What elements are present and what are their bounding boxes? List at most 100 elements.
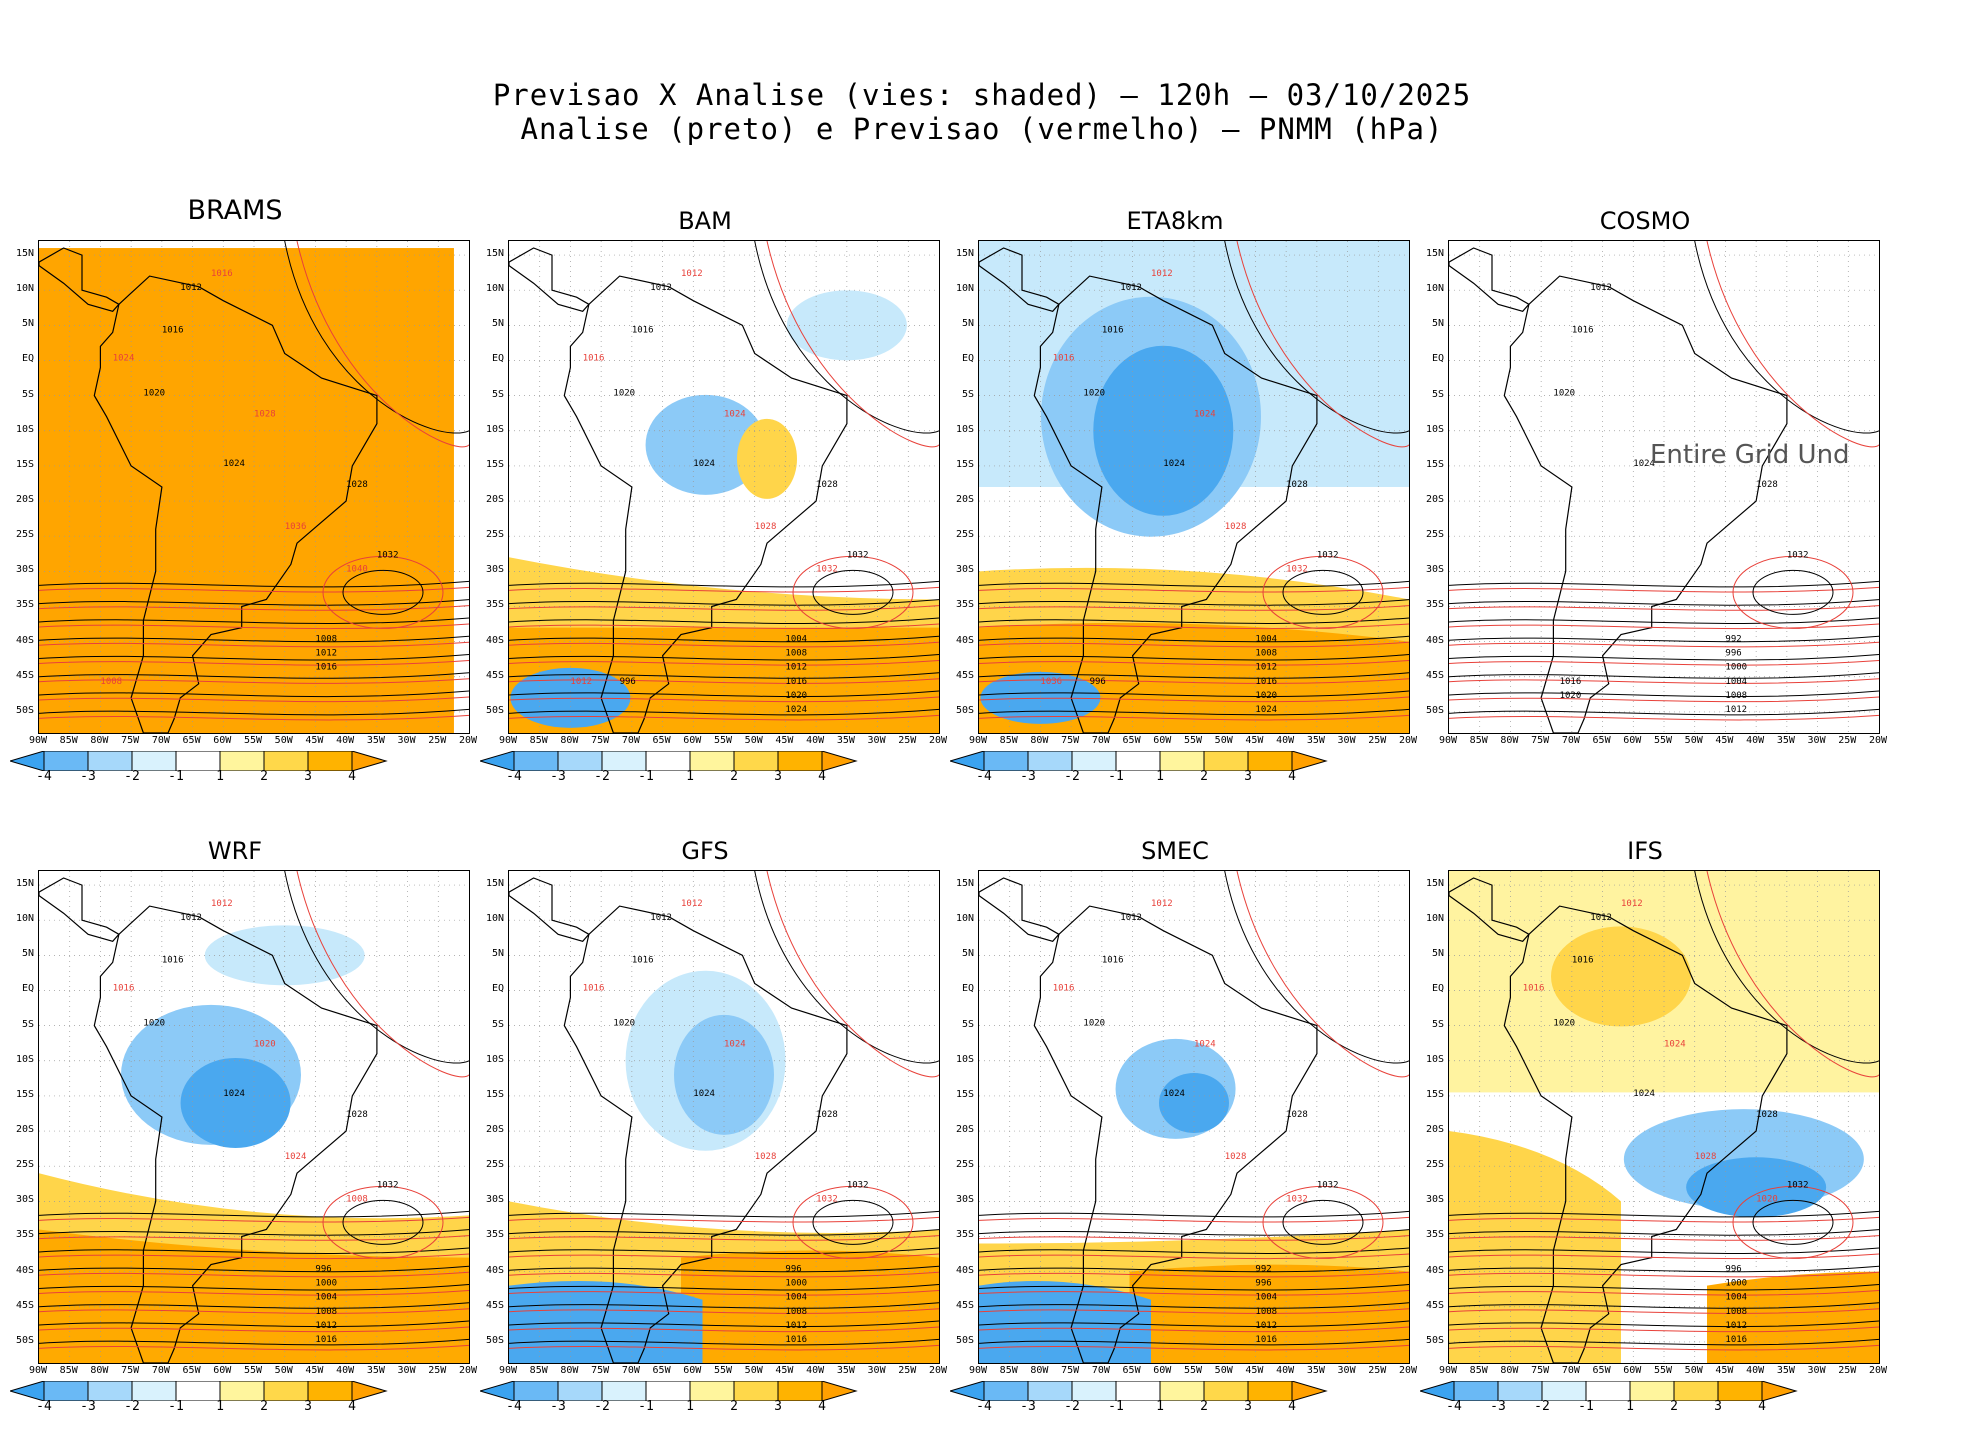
lon-tick-label: 45W xyxy=(1245,735,1264,746)
lon-tick-label: 90W xyxy=(498,735,518,746)
lon-tick-label: 30W xyxy=(867,735,886,746)
lat-tick-label: 30S xyxy=(15,1194,34,1206)
lat-tick-label: 15S xyxy=(955,1088,974,1100)
figure-title-line1: Previsao X Analise (vies: shaded) — 120h… xyxy=(492,78,1472,112)
lon-tick-label: 85W xyxy=(529,735,548,746)
lon-tick-label: 65W xyxy=(1122,1365,1141,1376)
colorbar-label: -4 xyxy=(976,1399,992,1414)
isobars xyxy=(509,871,939,1351)
lon-tick-label: 75W xyxy=(591,1365,610,1376)
graticule xyxy=(509,871,939,1363)
map-frame: 1012 1016 1020 1024 1028 1032 992 996 1004 1008 10… xyxy=(978,870,1410,1364)
lon-tick-label: 90W xyxy=(1438,735,1458,746)
lat-tick-label: EQ xyxy=(491,353,504,365)
colorbar-label: 1 xyxy=(216,1399,224,1414)
lon-tick-label: 90W xyxy=(1438,1365,1458,1376)
lon-tick-label: 50W xyxy=(274,735,293,746)
lat-tick-label: 15S xyxy=(1425,458,1444,470)
colorbar: -4 -3 -2 -1 1 2 3 4 xyxy=(1418,1380,1840,1421)
lon-tick-label: 55W xyxy=(1653,1365,1673,1376)
colorbar-label: 2 xyxy=(260,769,268,784)
isobars xyxy=(39,241,469,721)
south-america-coastline xyxy=(1033,275,1318,733)
isobar-label: 1016 xyxy=(583,983,605,993)
lat-tick-label: 10S xyxy=(15,423,34,435)
isobar-labels: 1012 1016 1020 1024 1028 1032 1008 1012 1016 1016… xyxy=(100,269,398,687)
colorbar-bin xyxy=(263,750,309,772)
isobar-label: 1016 xyxy=(1053,983,1075,993)
colorbar-label: 4 xyxy=(348,1399,356,1414)
isobar-labels: 1012 1016 1020 1024 1028 1032 996 1000 1004 1008 1… xyxy=(1523,899,1809,1345)
lat-tick-label: 25S xyxy=(1425,529,1444,541)
map-svg: 1012 1016 1020 1024 1028 1032 992 996 1000 1004 10… xyxy=(1449,241,1879,733)
colorbar-bin xyxy=(1247,1380,1293,1402)
lon-tick-label: 75W xyxy=(121,735,140,746)
lon-tick-label: 75W xyxy=(121,1365,140,1376)
south-america-coastline xyxy=(1033,905,1318,1363)
isobar-label: 1000 xyxy=(315,1279,337,1289)
lon-tick-label: 30W xyxy=(867,1365,886,1376)
isobar-label: 1016 xyxy=(1725,1335,1747,1345)
colorbar-label: 2 xyxy=(730,1399,738,1414)
isobar-label: 1016 xyxy=(211,269,233,279)
map-panel-gfs: GFS 1012 1016 1020 1024 1028 1032 996 1000 1004 10… xyxy=(470,825,947,1425)
colorbar-bin xyxy=(1159,750,1205,772)
colorbar-label: -1 xyxy=(638,1399,654,1414)
isobar-label: 1028 xyxy=(1695,1152,1717,1162)
lon-tick-label: 20W xyxy=(458,1365,478,1376)
lon-tick-label: 30W xyxy=(1337,1365,1356,1376)
lon-tick-label: 60W xyxy=(213,735,232,746)
isobar-label: 1032 xyxy=(847,550,869,560)
colorbar-arrow-left xyxy=(478,1380,515,1402)
lon-tick-label: 60W xyxy=(1623,735,1642,746)
colorbar-label: -4 xyxy=(1446,1399,1462,1414)
map-svg: 1012 1016 1020 1024 1028 1032 1004 1008 1012 1016… xyxy=(979,241,1409,733)
isobar-label: 1016 xyxy=(785,1335,807,1345)
lat-tick-label: 35S xyxy=(955,599,974,611)
isobar-label: 1008 xyxy=(785,1307,807,1317)
lat-tick-label: 40S xyxy=(485,1264,504,1276)
isobar-label: 1024 xyxy=(724,1040,746,1050)
map-frame: 1012 1016 1020 1024 1028 1032 992 996 1000 1004 10… xyxy=(1448,240,1880,734)
lat-tick-label: EQ xyxy=(961,983,974,995)
isobar-label: 1024 xyxy=(1633,1089,1655,1099)
lat-tick-label: 10N xyxy=(15,283,34,295)
lon-tick-label: 25W xyxy=(1368,1365,1387,1376)
lat-tick-label: 50S xyxy=(15,704,34,716)
isobar-labels: 1012 1016 1020 1024 1028 1032 996 1000 1004 1008 1… xyxy=(583,899,869,1345)
lat-tick-label: 25S xyxy=(485,529,504,541)
lat-tick-label: 5S xyxy=(1431,388,1444,400)
lat-tick-label: 15S xyxy=(15,1088,34,1100)
panel-title: GFS xyxy=(681,837,729,865)
lon-tick-label: 35W xyxy=(1306,735,1325,746)
lat-tick-label: 30S xyxy=(1425,1194,1444,1206)
isobar-label: 1012 xyxy=(315,649,337,659)
panel-title: IFS xyxy=(1627,837,1663,865)
isobar-label: 1028 xyxy=(816,480,838,490)
colorbar: -4 -3 -2 -1 1 2 3 4 xyxy=(948,1380,1370,1421)
lat-tick-label: 30S xyxy=(15,564,34,576)
colorbar-bin xyxy=(777,750,823,772)
lon-tick-label: 90W xyxy=(968,1365,988,1376)
isobar-label: 1012 xyxy=(785,663,807,673)
lon-tick-label: 80W xyxy=(1500,1365,1519,1376)
isobar-label: 1020 xyxy=(785,691,807,701)
isobar-label: 1008 xyxy=(315,1307,337,1317)
lon-tick-label: 65W xyxy=(1122,735,1141,746)
lat-tick-label: 15S xyxy=(15,458,34,470)
isobar-label: 1004 xyxy=(1255,1293,1277,1303)
colorbar-bin xyxy=(513,750,559,772)
lon-tick-label: 55W xyxy=(243,1365,263,1376)
colorbar-bin xyxy=(175,750,221,772)
lat-tick-label: 40S xyxy=(1425,634,1444,646)
central-america-coastline xyxy=(509,877,590,942)
isobar-label: 1016 xyxy=(315,1335,337,1345)
lat-tick-label: 5N xyxy=(961,948,974,960)
isobar-label: 1028 xyxy=(1756,480,1778,490)
lat-tick-label: 20S xyxy=(15,1124,34,1136)
lon-tick-label: 85W xyxy=(1469,1365,1488,1376)
lon-tick-label: 30W xyxy=(1807,1365,1826,1376)
panel-title: BRAMS xyxy=(187,195,283,226)
colorbar-label: -2 xyxy=(594,1399,610,1414)
isobar-label: 1004 xyxy=(785,1293,807,1303)
